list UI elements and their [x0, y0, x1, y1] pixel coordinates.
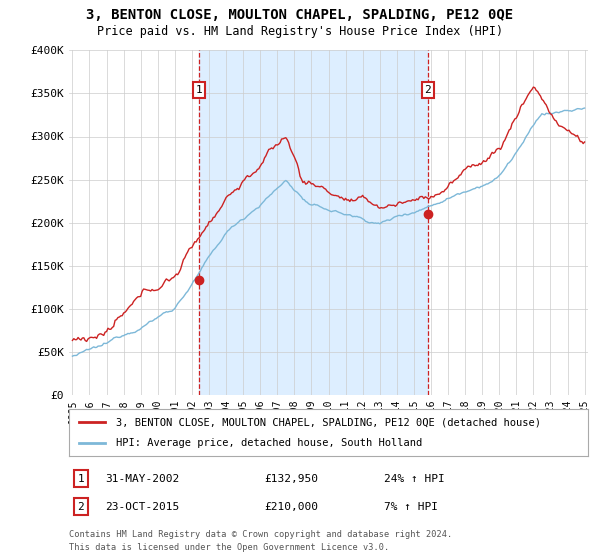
Text: HPI: Average price, detached house, South Holland: HPI: Average price, detached house, Sout…	[116, 438, 422, 448]
Text: 1: 1	[77, 474, 85, 484]
Text: £210,000: £210,000	[264, 502, 318, 512]
Text: 2: 2	[424, 85, 431, 95]
Bar	[199, 50, 428, 395]
Text: 2: 2	[77, 502, 85, 512]
Text: Contains HM Land Registry data © Crown copyright and database right 2024.: Contains HM Land Registry data © Crown c…	[69, 530, 452, 539]
Text: 3, BENTON CLOSE, MOULTON CHAPEL, SPALDING, PE12 0QE: 3, BENTON CLOSE, MOULTON CHAPEL, SPALDIN…	[86, 8, 514, 22]
Text: £132,950: £132,950	[264, 474, 318, 484]
Text: 7% ↑ HPI: 7% ↑ HPI	[384, 502, 438, 512]
Text: Price paid vs. HM Land Registry's House Price Index (HPI): Price paid vs. HM Land Registry's House …	[97, 25, 503, 38]
Text: 3, BENTON CLOSE, MOULTON CHAPEL, SPALDING, PE12 0QE (detached house): 3, BENTON CLOSE, MOULTON CHAPEL, SPALDIN…	[116, 417, 541, 427]
Text: This data is licensed under the Open Government Licence v3.0.: This data is licensed under the Open Gov…	[69, 543, 389, 552]
Text: 1: 1	[196, 85, 202, 95]
Text: 31-MAY-2002: 31-MAY-2002	[105, 474, 179, 484]
Text: 23-OCT-2015: 23-OCT-2015	[105, 502, 179, 512]
Text: 24% ↑ HPI: 24% ↑ HPI	[384, 474, 445, 484]
